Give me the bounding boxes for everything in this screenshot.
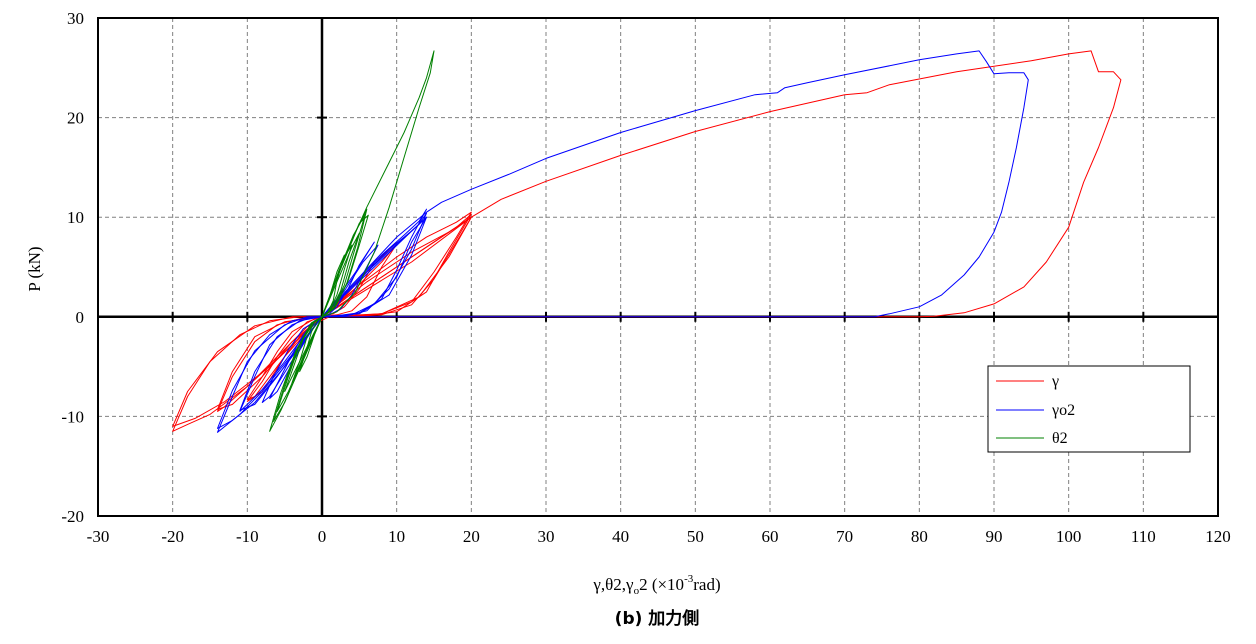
legend: γ γo2 θ2: [987, 365, 1191, 453]
x-tick-label: 60: [762, 527, 779, 546]
x-axis-title-part-b: 2 (×10: [639, 575, 684, 594]
plot-frame: [97, 17, 1219, 517]
x-tick-label: -10: [236, 527, 259, 546]
y-tick-label: -20: [61, 507, 84, 526]
legend-label-gamma: γ: [1051, 373, 1059, 390]
legend-label-theta2: θ2: [1052, 430, 1068, 447]
y-tick-label: 10: [67, 208, 84, 227]
x-tick-label: 90: [986, 527, 1003, 546]
data-series: [172, 50, 1122, 433]
y-tick-label: 20: [67, 109, 84, 128]
figure-caption: (b) 加力側: [615, 608, 700, 629]
x-tick-label: 50: [687, 527, 704, 546]
x-tick-label: 0: [318, 527, 327, 546]
x-tick-label: 30: [538, 527, 555, 546]
x-tick-label: 40: [612, 527, 629, 546]
x-tick-label: 80: [911, 527, 928, 546]
series-0-envelope: [321, 50, 1122, 318]
x-axis-title-part-a: γ,θ2,γ: [592, 575, 634, 594]
series-1-cycle-5: [217, 216, 427, 429]
series-0-cycle-5: [172, 216, 472, 427]
series-2-envelope: [321, 50, 435, 318]
x-axis-title-subscript: o: [634, 585, 640, 597]
x-tick-label: 20: [463, 527, 480, 546]
x-tick-label: 10: [388, 527, 405, 546]
y-axis-title: P (kN): [25, 246, 44, 291]
tick-labels: -30 -20 -10 0 10 20 30 40 50 60 70 80 90 100 110 120-20…: [61, 9, 1230, 546]
x-axis-title: γ,θ2,γo2 (×10-3rad): [592, 573, 720, 597]
x-tick-label: 70: [836, 527, 853, 546]
series-2: [269, 50, 435, 432]
x-tick-label: 120: [1205, 527, 1231, 546]
x-tick-label: 110: [1131, 527, 1156, 546]
x-tick-label: -20: [161, 527, 184, 546]
y-tick-label: 30: [67, 9, 84, 28]
y-tick-label: 0: [76, 308, 85, 327]
x-tick-label: 100: [1056, 527, 1082, 546]
series-1-envelope: [321, 50, 1029, 318]
legend-label-gamma-o2: γo2: [1051, 402, 1075, 419]
x-axis-title-part-c: rad): [693, 575, 720, 594]
legend-box: [987, 365, 1191, 453]
series-1: [217, 50, 1029, 433]
y-tick-label: -10: [61, 407, 84, 426]
x-axis-title-superscript: -3: [684, 573, 694, 585]
x-tick-label: -30: [87, 527, 110, 546]
